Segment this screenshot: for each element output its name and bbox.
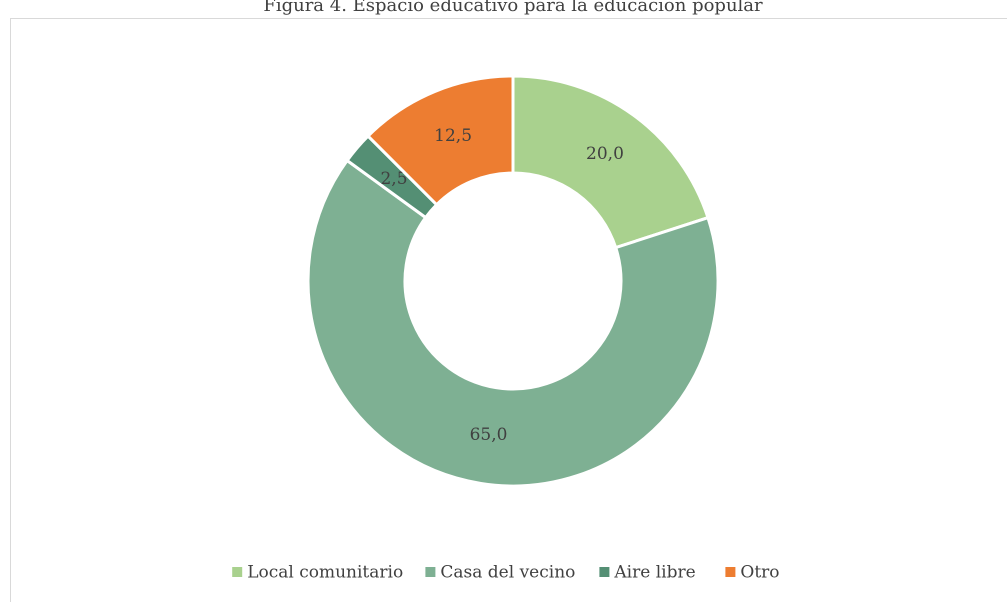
chart-title: Figura 4. Espacio educativo para la educ… xyxy=(263,0,763,16)
data-label: 2,5 xyxy=(380,169,407,189)
legend-label: Local comunitario xyxy=(247,563,403,583)
donut-slice xyxy=(306,158,720,488)
donut-slice xyxy=(365,74,515,207)
donut-slice xyxy=(511,74,710,250)
legend-label: Aire libre xyxy=(613,563,695,583)
legend-swatch xyxy=(725,567,736,577)
legend-swatch xyxy=(232,567,243,577)
legend-label: Otro xyxy=(740,563,779,583)
title-backdrop xyxy=(0,0,1007,18)
legend-swatch xyxy=(425,567,436,577)
data-label: 12,5 xyxy=(434,126,472,146)
data-label: 20,0 xyxy=(586,144,624,164)
data-label: 65,0 xyxy=(470,425,508,445)
legend-swatch xyxy=(599,567,610,577)
legend-label: Casa del vecino xyxy=(440,563,575,583)
